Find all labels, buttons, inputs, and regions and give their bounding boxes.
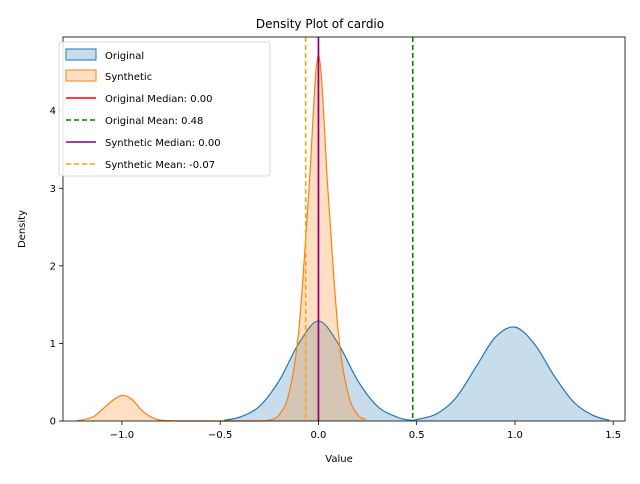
axes-frame [62,36,626,422]
legend-swatch-synthetic [65,69,97,82]
x-tick-label: 1.0 [507,430,523,441]
x-tick-label: −1.0 [110,430,134,441]
y-tick-label: 0 [50,417,56,428]
density-line-original [224,320,610,422]
density-area-original [224,320,610,421]
chart-title: Density Plot of cardio [256,17,384,31]
x-axis-ticks: −1.0 −0.5 0.0 0.5 1.0 1.5 [110,421,621,441]
legend-label-synthetic: Synthetic [105,72,152,83]
y-axis-label: Density [17,210,28,248]
y-tick-label: 4 [50,106,56,117]
y-tick-label: 2 [50,261,56,272]
density-area-synthetic [76,54,366,422]
x-axis-label: Value [325,454,352,465]
legend-label-original: Original [105,51,144,62]
legend-label-original-median: Original Median: 0.00 [105,94,213,105]
legend-label-original-mean: Original Mean: 0.48 [105,116,203,127]
x-tick-label: 1.5 [605,430,621,441]
density-line-synthetic [76,54,366,422]
y-tick-label: 3 [50,184,56,195]
y-tick-label: 1 [50,339,56,350]
x-tick-label: −0.5 [208,430,232,441]
legend-swatch-original [65,48,97,61]
x-tick-label: 0.0 [310,430,326,441]
legend-label-synthetic-mean: Synthetic Mean: -0.07 [105,160,215,171]
legend-label-synthetic-median: Synthetic Median: 0.00 [105,138,221,149]
plot-area [76,37,610,422]
legend-frame [58,41,271,177]
x-tick-label: 0.5 [409,430,425,441]
legend: Original Synthetic Original Median: 0.00… [58,41,271,177]
